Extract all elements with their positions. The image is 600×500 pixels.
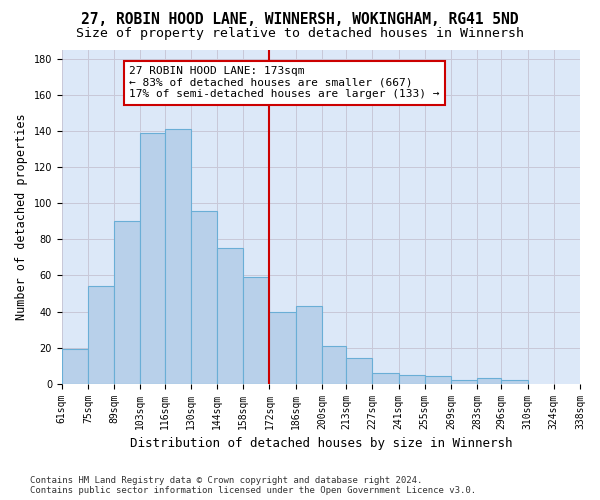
- Bar: [425, 376, 451, 384]
- Text: Contains HM Land Registry data © Crown copyright and database right 2024.
Contai: Contains HM Land Registry data © Crown c…: [30, 476, 476, 495]
- Bar: [373, 373, 398, 384]
- Bar: [451, 380, 477, 384]
- Bar: [502, 380, 527, 384]
- Bar: [164, 130, 191, 384]
- Bar: [88, 286, 114, 384]
- Bar: [217, 248, 243, 384]
- Bar: [477, 378, 502, 384]
- Text: 27 ROBIN HOOD LANE: 173sqm
← 83% of detached houses are smaller (667)
17% of sem: 27 ROBIN HOOD LANE: 173sqm ← 83% of deta…: [129, 66, 440, 100]
- X-axis label: Distribution of detached houses by size in Winnersh: Distribution of detached houses by size …: [130, 437, 512, 450]
- Bar: [140, 133, 164, 384]
- Bar: [114, 222, 140, 384]
- Bar: [296, 306, 322, 384]
- Bar: [269, 312, 296, 384]
- Bar: [62, 350, 88, 384]
- Text: 27, ROBIN HOOD LANE, WINNERSH, WOKINGHAM, RG41 5ND: 27, ROBIN HOOD LANE, WINNERSH, WOKINGHAM…: [81, 12, 519, 28]
- Bar: [191, 210, 217, 384]
- Bar: [243, 278, 269, 384]
- Y-axis label: Number of detached properties: Number of detached properties: [15, 114, 28, 320]
- Bar: [398, 374, 425, 384]
- Bar: [346, 358, 373, 384]
- Bar: [322, 346, 346, 384]
- Text: Size of property relative to detached houses in Winnersh: Size of property relative to detached ho…: [76, 28, 524, 40]
